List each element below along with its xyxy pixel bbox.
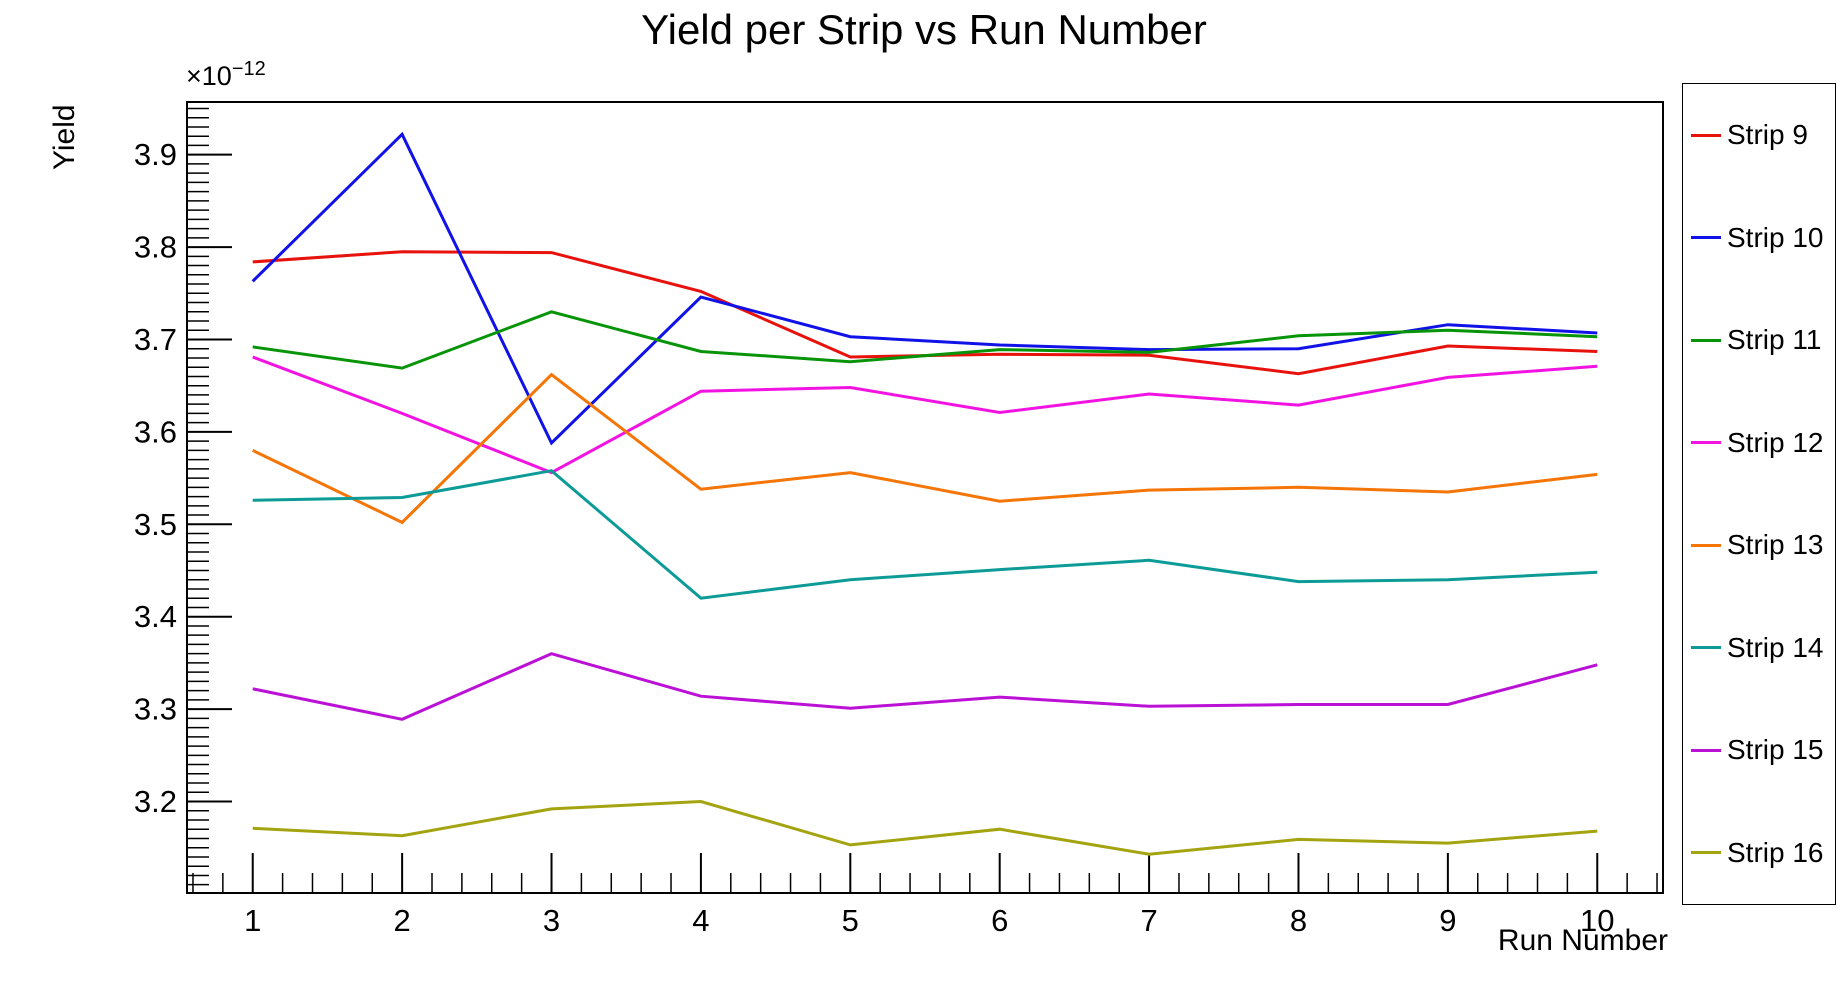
x-tick-label: 2 (394, 903, 411, 938)
x-tick-label: 7 (1140, 903, 1157, 938)
legend-line-sample (1691, 338, 1721, 342)
legend-box: Strip 9 Strip 10 Strip 11 Strip 12 Strip 13 S… (1682, 83, 1836, 905)
y-tick-label: 3.2 (134, 784, 177, 819)
legend-entry-strip-13: Strip 13 (1683, 529, 1835, 561)
series-line-strip-15 (252, 652, 1598, 721)
x-tick-label: 6 (991, 903, 1008, 938)
y-tick-label: 3.6 (134, 414, 177, 449)
legend-entry-strip-15: Strip 15 (1683, 734, 1835, 766)
legend-entry-label: Strip 15 (1727, 734, 1824, 766)
legend-entry-strip-11: Strip 11 (1683, 324, 1835, 356)
y-tick-label: 3.5 (134, 507, 177, 542)
plot-frame (186, 101, 1664, 894)
legend-entry-strip-10: Strip 10 (1683, 222, 1835, 254)
legend-entry-strip-14: Strip 14 (1683, 632, 1835, 664)
series-line-strip-10 (251, 131, 1598, 446)
legend-entry-strip-12: Strip 12 (1683, 427, 1835, 459)
legend-line-sample (1691, 543, 1721, 547)
legend-line-sample (1691, 236, 1721, 240)
x-tick-label: 9 (1439, 903, 1456, 938)
y-tick-label: 3.3 (134, 692, 177, 727)
series-line-strip-14 (252, 469, 1598, 600)
legend-entry-strip-16: Strip 16 (1683, 837, 1835, 869)
series-line-strip-12 (252, 355, 1598, 475)
y-tick-label: 3.7 (134, 322, 177, 357)
series-line-strip-16 (252, 799, 1598, 856)
x-tick-label: 3 (543, 903, 560, 938)
legend-entry-strip-9: Strip 9 (1683, 119, 1835, 151)
y-tick-label: 3.4 (134, 599, 177, 634)
y-exponent-base: ×10 (186, 61, 232, 91)
legend-entry-label: Strip 16 (1727, 836, 1824, 868)
series-line-strip-11 (252, 310, 1598, 370)
y-tick-label: 3.8 (134, 230, 177, 265)
legend-line-sample (1691, 748, 1721, 752)
y-exponent-power: −12 (231, 58, 266, 80)
y-tick-label: 3.9 (134, 137, 177, 172)
legend-entry-label: Strip 13 (1727, 529, 1824, 561)
y-axis-exponent: ×10−12 (186, 58, 266, 92)
legend-entry-label: Strip 11 (1727, 324, 1822, 356)
x-tick-label: 10 (1580, 903, 1614, 938)
x-tick-label: 1 (244, 903, 261, 938)
legend-line-sample (1691, 851, 1721, 855)
legend-entry-label: Strip 14 (1727, 631, 1824, 663)
chart-title: Yield per Strip vs Run Number (641, 6, 1207, 53)
legend-line-sample (1691, 133, 1721, 137)
x-tick-label: 8 (1290, 903, 1307, 938)
x-tick-label: 5 (842, 903, 859, 938)
x-axis-title: Run Number (1497, 924, 1668, 957)
legend-line-sample (1691, 646, 1721, 650)
legend-line-sample (1691, 441, 1721, 445)
x-tick-label: 4 (692, 903, 709, 938)
legend-entry-label: Strip 12 (1727, 426, 1824, 458)
legend-entry-label: Strip 9 (1727, 119, 1808, 151)
legend-entry-label: Strip 10 (1727, 221, 1824, 253)
series-line-strip-13 (252, 372, 1598, 525)
